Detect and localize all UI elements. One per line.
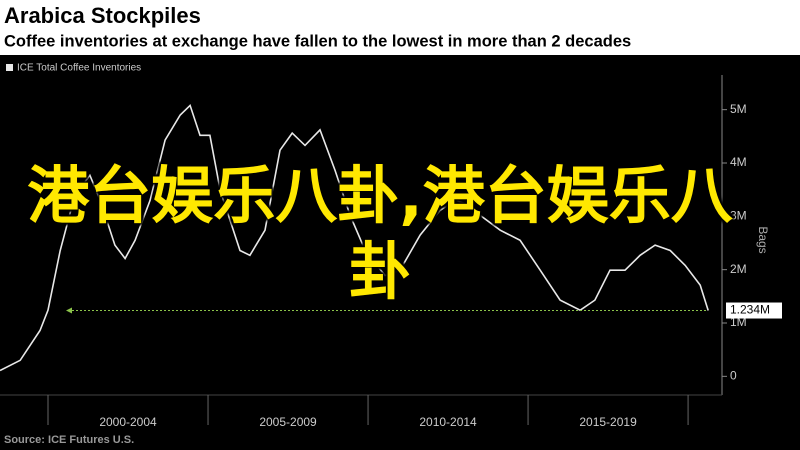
y-tick-label: 1M [730, 315, 747, 329]
y-tick-label: 4M [730, 155, 747, 169]
y-axis-label: Bags [756, 226, 770, 253]
y-tick-label: 3M [730, 209, 747, 223]
y-tick-label: 0 [730, 369, 737, 383]
x-tick-label: 2000-2004 [99, 415, 157, 429]
x-tick-label: 2015-2019 [579, 415, 637, 429]
legend-label: ICE Total Coffee Inventories [17, 63, 141, 74]
chart-subtitle: Coffee inventories at exchange have fall… [4, 32, 631, 50]
x-tick-label: 2005-2009 [259, 415, 317, 429]
last-value-arrow [66, 307, 72, 314]
source: Source: ICE Futures U.S. [4, 434, 134, 446]
y-tick-label: 2M [730, 262, 747, 276]
chart-background [0, 55, 800, 450]
data-line [0, 103, 709, 372]
last-value-box [726, 302, 782, 319]
legend-swatch [6, 64, 13, 71]
chart-title: Arabica Stockpiles [4, 3, 201, 28]
last-value-label: 1.234M [730, 303, 770, 317]
overlay-text: 港台娱乐八卦,港台娱乐八卦 [27, 159, 733, 308]
y-tick-label: 5M [730, 102, 747, 116]
x-tick-label: 2010-2014 [419, 415, 477, 429]
